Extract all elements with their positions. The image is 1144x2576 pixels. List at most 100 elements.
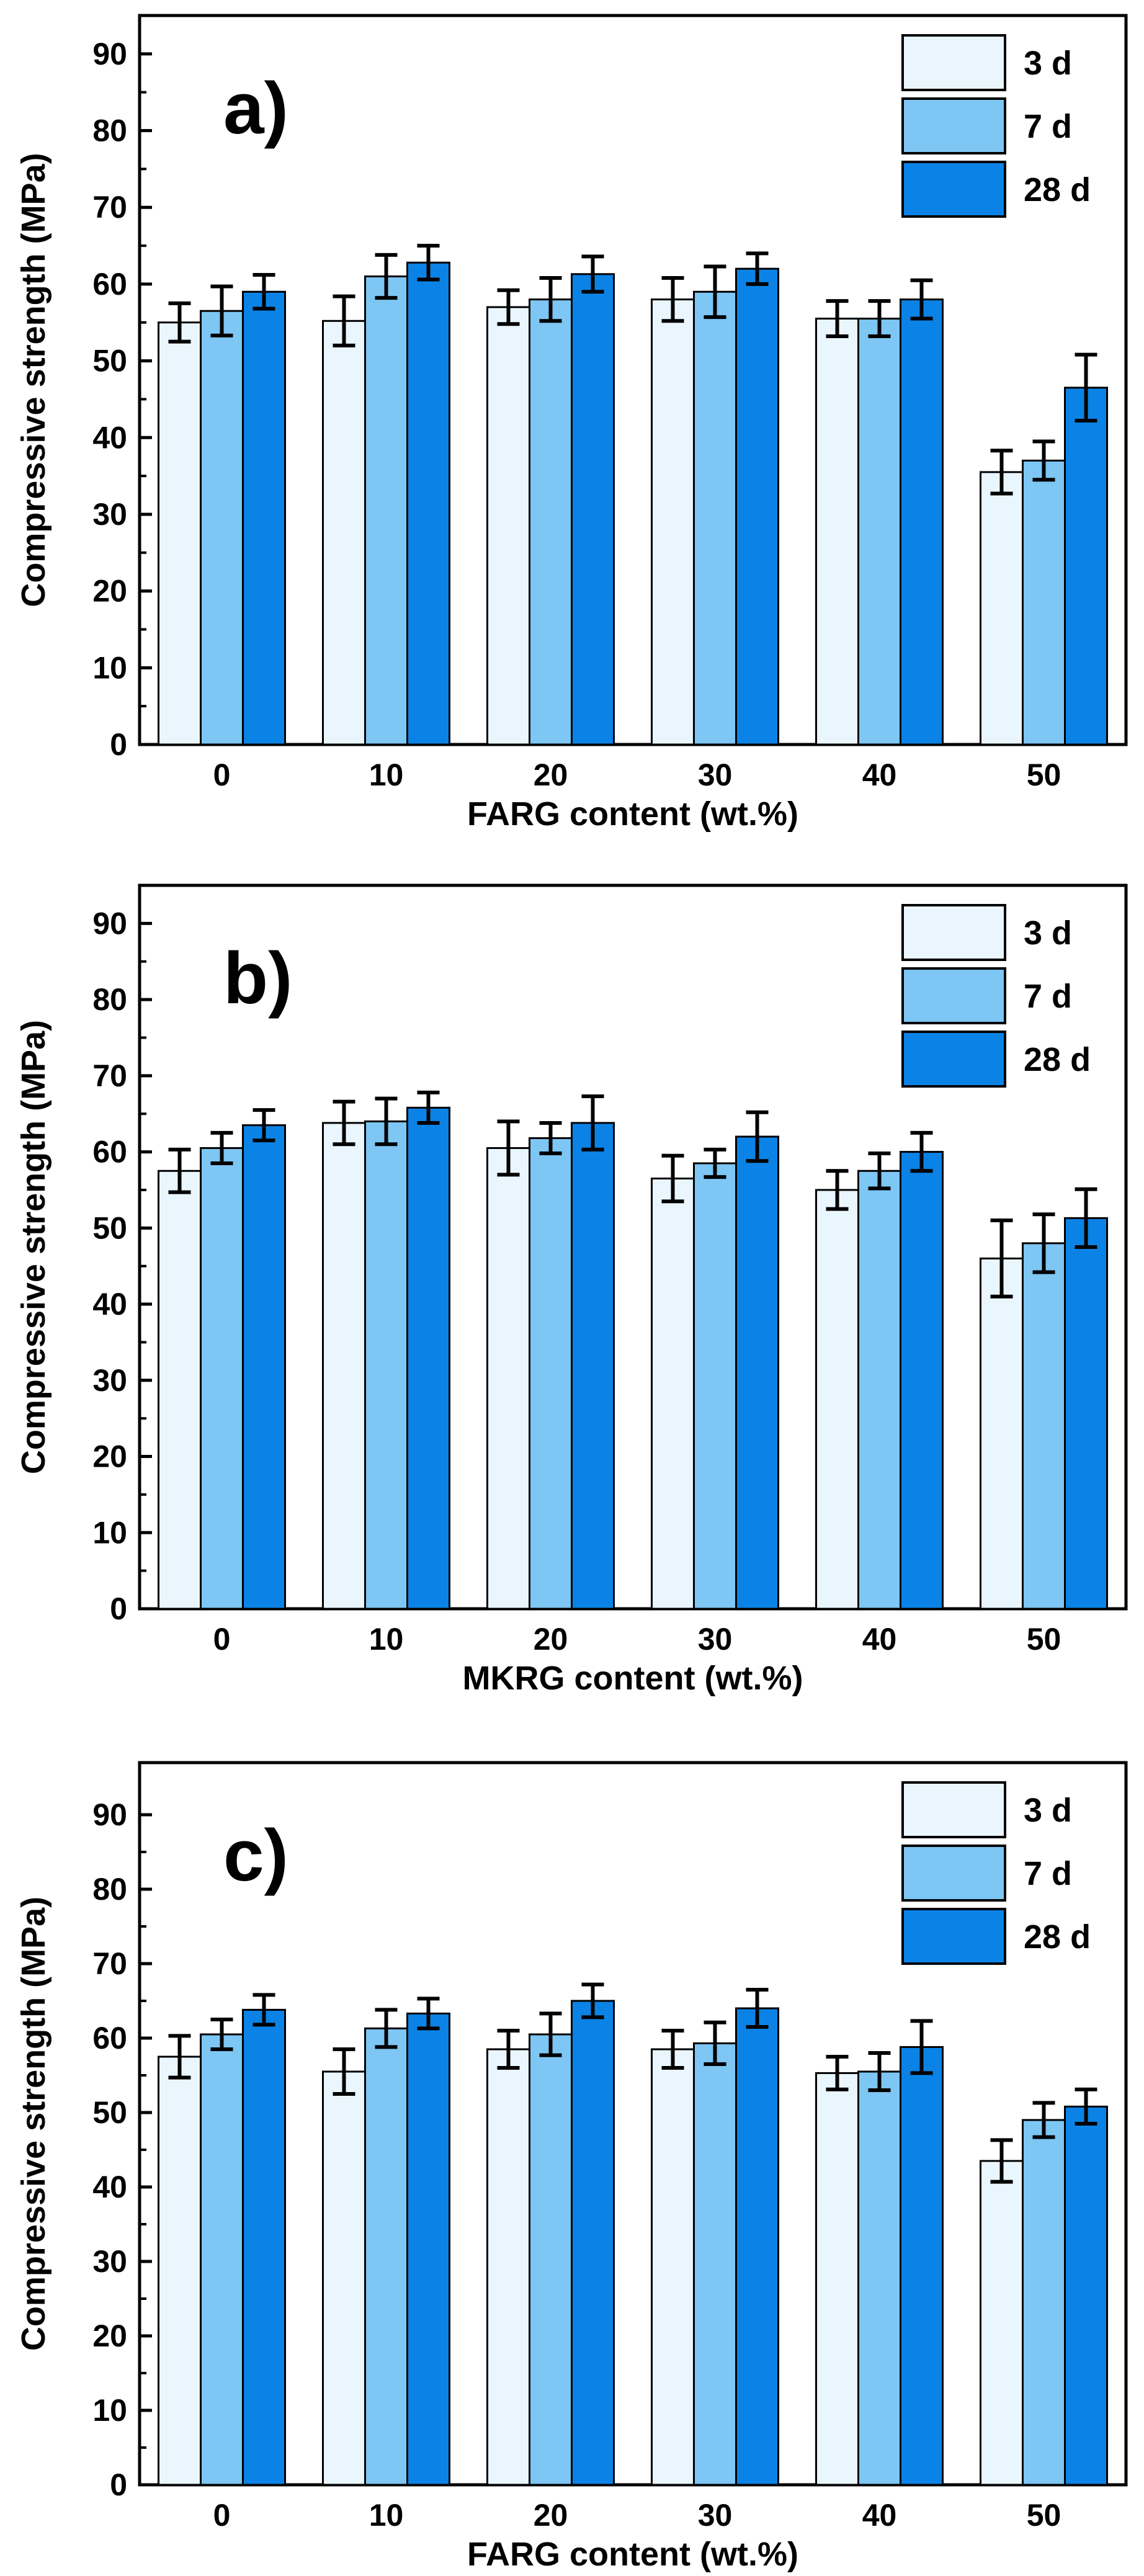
x-tick-label: 40 xyxy=(862,1622,897,1657)
bar xyxy=(242,290,286,746)
x-tick-label: 50 xyxy=(1027,2498,1061,2533)
legend-swatch xyxy=(901,161,1006,218)
x-tick-label: 20 xyxy=(534,2498,568,2533)
y-tick-label: 0 xyxy=(110,2467,127,2502)
x-axis-title: FARG content (wt.%) xyxy=(467,2536,798,2573)
bar xyxy=(693,2042,737,2486)
legend-swatch xyxy=(901,904,1006,961)
x-axis-title: FARG content (wt.%) xyxy=(467,795,798,833)
bar xyxy=(158,321,202,746)
bar xyxy=(1064,387,1108,746)
legend-label: 3 d xyxy=(1024,45,1072,82)
y-tick-label: 0 xyxy=(110,1591,127,1626)
chart-panel-3: 0 10 20 30 40 50 60 70 80 90 0 10 20 30 40 50 FARG conte… xyxy=(15,1761,1128,2573)
legend-label: 3 d xyxy=(1024,915,1072,952)
bar xyxy=(364,2027,408,2486)
bar xyxy=(529,1137,573,1610)
bar xyxy=(200,2033,244,2486)
bar xyxy=(815,318,859,746)
bar xyxy=(322,320,366,746)
y-tick-label: 20 xyxy=(92,2319,127,2353)
bar xyxy=(857,1169,901,1610)
bar xyxy=(158,2055,202,2486)
y-tick-label: 60 xyxy=(92,1135,127,1169)
y-tick-label: 10 xyxy=(92,1515,127,1550)
x-tick-label: 0 xyxy=(213,758,231,792)
bar xyxy=(1022,2119,1066,2486)
bar xyxy=(529,298,573,746)
legend-swatch xyxy=(901,1031,1006,1088)
x-tick-label: 30 xyxy=(698,1622,733,1657)
x-tick-label: 40 xyxy=(862,758,897,792)
x-tick-label: 30 xyxy=(698,758,733,792)
bar xyxy=(693,290,737,746)
bar xyxy=(980,2160,1024,2486)
legend-label: 28 d xyxy=(1024,1041,1091,1078)
x-tick-label: 0 xyxy=(213,2498,231,2533)
y-axis-title: Compressive strength (MPa) xyxy=(15,1897,52,2351)
bar xyxy=(815,2072,859,2486)
bar xyxy=(1064,2105,1108,2486)
bar xyxy=(1064,1217,1108,1610)
bar xyxy=(406,1106,450,1610)
legend-swatch xyxy=(901,1908,1006,1965)
panel-label: a) xyxy=(223,68,288,150)
y-tick-label: 10 xyxy=(92,650,127,685)
legend-label: 28 d xyxy=(1024,171,1091,208)
legend-label: 7 d xyxy=(1024,978,1072,1015)
x-tick-label: 0 xyxy=(213,1622,231,1657)
chart-panel-2: 0 10 20 30 40 50 60 70 80 90 0 10 20 30 40 50 MKRG conte… xyxy=(15,883,1128,1697)
bar xyxy=(735,2007,779,2486)
bar xyxy=(571,2000,615,2486)
y-tick-label: 90 xyxy=(92,1797,127,1832)
x-tick-label: 50 xyxy=(1027,758,1061,792)
bar xyxy=(815,1189,859,1610)
y-tick-label: 20 xyxy=(92,1439,127,1474)
bar xyxy=(364,1120,408,1610)
plot-frame xyxy=(138,14,1128,746)
bar xyxy=(571,1122,615,1610)
x-tick-label: 50 xyxy=(1027,1622,1061,1657)
y-tick-label: 70 xyxy=(92,1058,127,1093)
legend-label: 28 d xyxy=(1024,1918,1091,1956)
bar xyxy=(486,306,530,746)
legend-label: 7 d xyxy=(1024,108,1072,145)
bar xyxy=(900,2046,944,2486)
plot-frame xyxy=(138,1761,1128,2487)
legend-swatch xyxy=(901,967,1006,1024)
bar xyxy=(900,298,944,746)
y-tick-label: 20 xyxy=(92,574,127,609)
y-tick-label: 40 xyxy=(92,2170,127,2204)
bar xyxy=(406,2012,450,2486)
bar xyxy=(693,1162,737,1610)
panel-label: b) xyxy=(223,937,292,1019)
chart-panel-1: 0 10 20 30 40 50 60 70 80 90 0 10 20 30 40 50 FARG conte… xyxy=(15,14,1128,833)
y-tick-label: 30 xyxy=(92,1363,127,1398)
y-tick-label: 90 xyxy=(92,906,127,941)
y-tick-label: 70 xyxy=(92,1946,127,1981)
plot-frame xyxy=(138,883,1128,1611)
y-tick-label: 80 xyxy=(92,982,127,1017)
x-tick-label: 10 xyxy=(369,1622,404,1657)
y-tick-label: 60 xyxy=(92,267,127,302)
bar xyxy=(980,471,1024,746)
y-tick-label: 50 xyxy=(92,344,127,378)
bar xyxy=(980,1257,1024,1610)
legend-label: 3 d xyxy=(1024,1792,1072,1829)
legend-swatch xyxy=(901,1781,1006,1838)
y-tick-label: 30 xyxy=(92,2244,127,2279)
x-axis-title: MKRG content (wt.%) xyxy=(463,1660,803,1697)
y-tick-label: 80 xyxy=(92,114,127,148)
y-axis-title: Compressive strength (MPa) xyxy=(15,1020,52,1474)
x-tick-label: 40 xyxy=(862,2498,897,2533)
y-tick-label: 50 xyxy=(92,2095,127,2130)
legend-swatch xyxy=(901,34,1006,91)
y-tick-label: 10 xyxy=(92,2393,127,2428)
x-tick-label: 30 xyxy=(698,2498,733,2533)
y-tick-label: 0 xyxy=(110,727,127,762)
legend-label: 7 d xyxy=(1024,1855,1072,1892)
bar xyxy=(200,310,244,746)
x-tick-label: 10 xyxy=(369,758,404,792)
bar xyxy=(900,1151,944,1610)
y-tick-label: 40 xyxy=(92,1287,127,1322)
